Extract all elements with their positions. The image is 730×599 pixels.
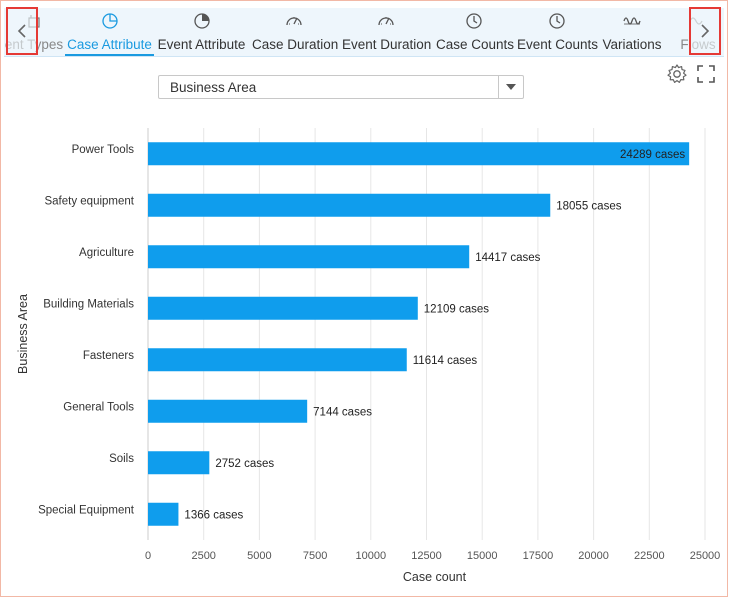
data-label: 7144 cases — [313, 406, 372, 418]
tab-label: Variations — [602, 37, 662, 52]
category-label: Safety equipment — [44, 195, 134, 207]
gauge-icon — [342, 12, 430, 34]
x-tick-label: 2500 — [191, 550, 215, 562]
x-tick-label: 15000 — [467, 550, 498, 562]
gauge-icon — [252, 12, 336, 34]
x-tick-label: 0 — [145, 550, 151, 562]
category-label: Power Tools — [72, 144, 135, 156]
x-axis-title: Case count — [403, 570, 467, 584]
tab-case-counts[interactable]: Case Counts — [436, 8, 515, 56]
tab-event-counts[interactable]: Event Counts — [517, 8, 599, 56]
x-tick-label: 10000 — [356, 550, 387, 562]
category-label: Building Materials — [43, 298, 134, 310]
category-label: General Tools — [63, 401, 134, 413]
x-tick-label: 12500 — [411, 550, 442, 562]
category-label: Special Equipment — [38, 504, 135, 516]
wave-icon — [602, 12, 662, 34]
scroll-left-button[interactable] — [6, 7, 38, 55]
bar — [148, 348, 407, 372]
bar — [148, 142, 690, 166]
category-label: Soils — [109, 453, 134, 465]
x-tick-label: 17500 — [523, 550, 554, 562]
tab-variations[interactable]: Variations — [602, 8, 662, 56]
clock-icon — [517, 12, 597, 34]
fullscreen-icon[interactable] — [695, 63, 717, 85]
tab-label: Case Attribute — [67, 37, 152, 52]
bar — [148, 296, 418, 320]
chevron-right-icon — [701, 24, 710, 38]
bar — [148, 399, 308, 423]
data-label: 2752 cases — [215, 458, 274, 470]
tab-event-attribute[interactable]: Event Attribute — [157, 8, 246, 56]
tab-label: Case Duration — [252, 37, 339, 52]
tab-label: Event Attribute — [157, 37, 246, 52]
data-label: 11614 cases — [413, 355, 478, 367]
tab-label: Event Duration — [342, 37, 432, 52]
attribute-select-value: Business Area — [170, 80, 257, 95]
chevron-down-icon — [498, 76, 523, 98]
tab-case-attribute[interactable]: Case Attribute — [65, 8, 154, 56]
x-tick-label: 25000 — [690, 550, 721, 562]
category-label: Fasteners — [83, 350, 134, 362]
bar — [148, 451, 210, 475]
data-label: 24289 cases — [620, 149, 685, 161]
tab-label: Case Counts — [436, 37, 515, 52]
data-label: 12109 cases — [424, 303, 489, 315]
bar — [148, 245, 470, 269]
attribute-select[interactable]: Business Area — [158, 75, 524, 99]
chevron-left-icon — [17, 24, 26, 38]
x-tick-label: 20000 — [578, 550, 609, 562]
gear-icon[interactable] — [666, 63, 688, 85]
tab-event-duration[interactable]: Event Duration — [342, 8, 432, 56]
x-tick-label: 22500 — [634, 550, 665, 562]
data-label: 14417 cases — [475, 252, 540, 264]
category-label: Agriculture — [79, 247, 134, 259]
bar — [148, 193, 551, 217]
clock-icon — [436, 12, 512, 34]
y-axis-title: Business Area — [16, 294, 30, 374]
data-label: 1366 cases — [184, 509, 243, 521]
pie-chart-icon — [65, 12, 154, 34]
x-tick-label: 7500 — [303, 550, 327, 562]
data-label: 18055 cases — [556, 200, 621, 212]
tab-label: Event Counts — [517, 37, 599, 52]
scroll-right-button[interactable] — [689, 7, 721, 55]
tab-case-duration[interactable]: Case Duration — [252, 8, 339, 56]
x-tick-label: 5000 — [247, 550, 271, 562]
pie-chart-alt-icon — [157, 12, 246, 34]
bar — [148, 502, 179, 526]
